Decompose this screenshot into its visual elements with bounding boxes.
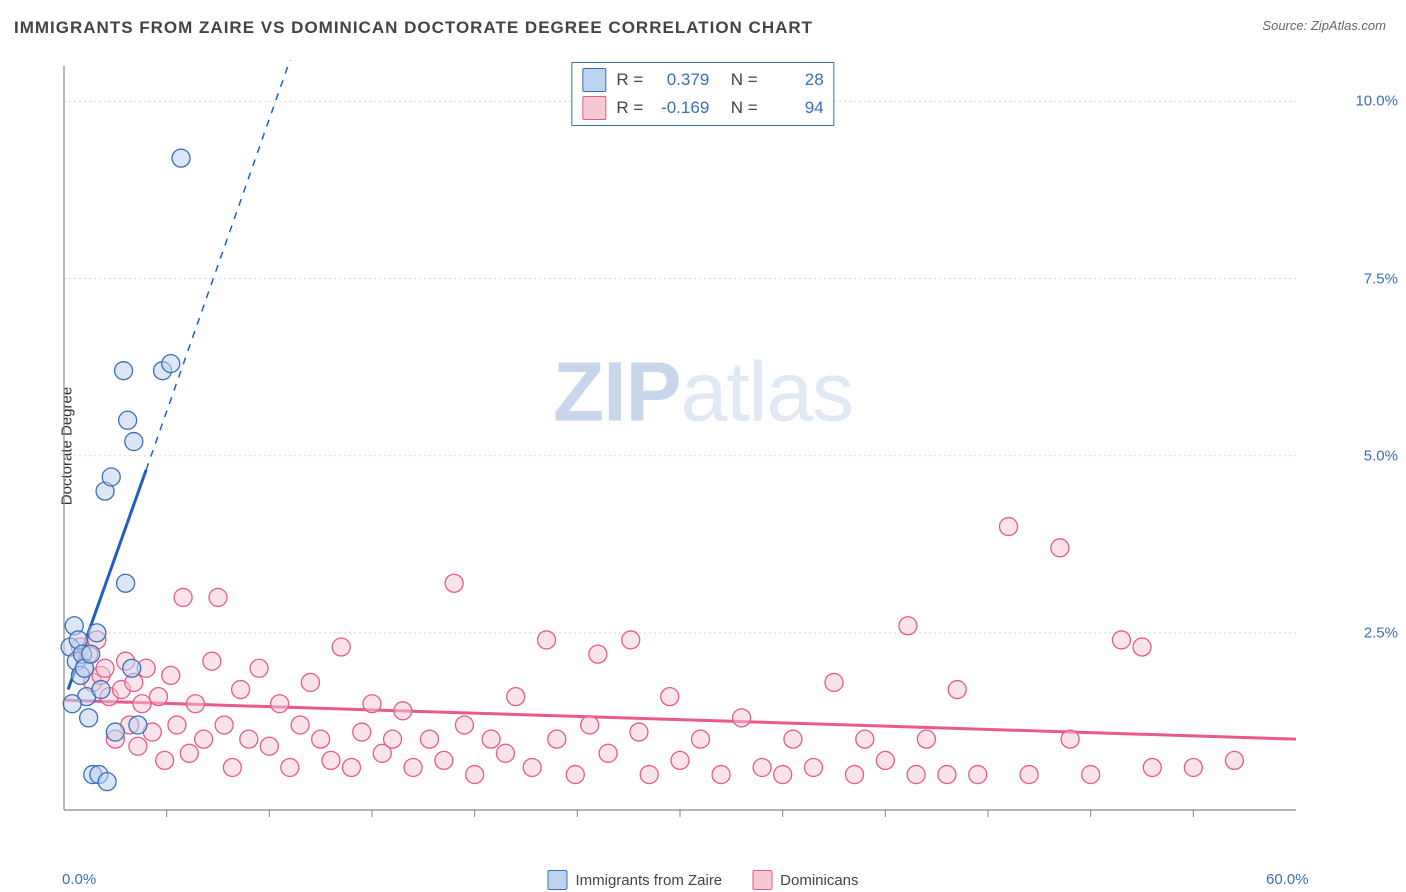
correlation-legend: R = 0.379 N = 28 R = -0.169 N = 94 (571, 62, 834, 126)
series-legend-label: Immigrants from Zaire (575, 872, 722, 889)
legend-swatch-blue (547, 870, 567, 890)
x-tick-label: 0.0% (62, 871, 96, 888)
x-tick-label: 60.0% (1266, 871, 1309, 888)
series-legend-item: Dominicans (752, 870, 858, 890)
r-value: -0.169 (649, 98, 709, 118)
legend-swatch-pink (752, 870, 772, 890)
source-value: ZipAtlas.com (1311, 18, 1386, 33)
legend-swatch-blue (582, 68, 606, 92)
chart-svg (50, 60, 1346, 840)
legend-swatch-pink (582, 96, 606, 120)
n-label: N = (731, 98, 758, 118)
series-legend-item: Immigrants from Zaire (547, 870, 722, 890)
y-tick-label: 10.0% (1355, 93, 1398, 110)
n-value: 28 (764, 70, 824, 90)
r-label: R = (616, 70, 643, 90)
series-legend: Immigrants from Zaire Dominicans (547, 870, 858, 890)
plot-area (50, 60, 1346, 840)
r-label: R = (616, 98, 643, 118)
source-label: Source: (1262, 18, 1307, 33)
n-label: N = (731, 70, 758, 90)
y-tick-label: 5.0% (1364, 447, 1398, 464)
correlation-legend-row: R = -0.169 N = 94 (582, 94, 823, 122)
y-tick-label: 2.5% (1364, 624, 1398, 641)
y-tick-label: 7.5% (1364, 270, 1398, 287)
series-legend-label: Dominicans (780, 872, 858, 889)
chart-title: IMMIGRANTS FROM ZAIRE VS DOMINICAN DOCTO… (14, 18, 813, 38)
source-attribution: Source: ZipAtlas.com (1262, 18, 1386, 33)
n-value: 94 (764, 98, 824, 118)
correlation-legend-row: R = 0.379 N = 28 (582, 66, 823, 94)
r-value: 0.379 (649, 70, 709, 90)
